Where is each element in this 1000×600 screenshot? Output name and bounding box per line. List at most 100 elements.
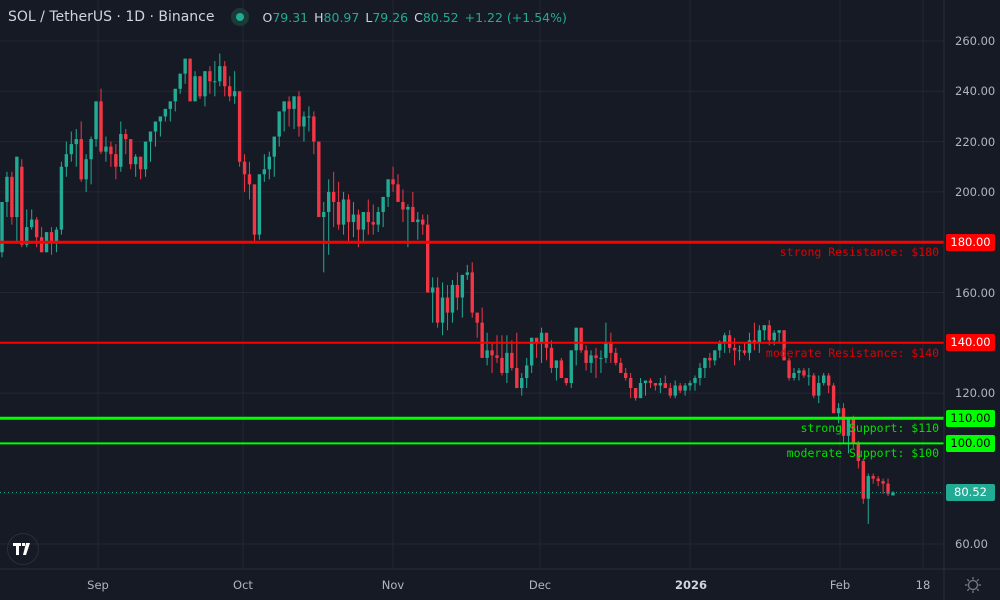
candle (277, 111, 281, 147)
candle (520, 372, 524, 396)
candle (435, 277, 440, 328)
time-tick-label: Nov (381, 578, 405, 592)
candle (510, 340, 514, 371)
candle (69, 131, 73, 162)
candle (876, 476, 880, 487)
symbol-title[interactable]: SOL / TetherUS · 1D · Binance (8, 9, 215, 25)
price-tick-label: 160.00 (955, 285, 996, 300)
open-key: O (262, 9, 273, 25)
candle (534, 337, 539, 358)
candle (302, 111, 306, 142)
candle (10, 171, 14, 225)
ohlc-values: O79.31 H80.97 L79.26 C80.52 +1.22 (+1.54… (263, 10, 567, 25)
candle (455, 272, 460, 311)
candle (84, 154, 88, 192)
price-tick-label: 60.00 (955, 537, 988, 551)
candle (658, 378, 663, 394)
candle (782, 330, 786, 361)
candle (0, 201, 4, 258)
candle (470, 262, 474, 318)
candle (272, 136, 276, 177)
candle (445, 284, 450, 331)
candle (579, 327, 583, 353)
low-key: L (365, 9, 373, 25)
candle (341, 191, 346, 235)
candle (39, 227, 44, 253)
candle (569, 350, 573, 389)
candle (599, 350, 603, 373)
candle (79, 121, 83, 182)
candle (351, 201, 356, 238)
candle (638, 378, 643, 399)
candle (762, 325, 766, 341)
high-key: H (314, 9, 324, 25)
candle (297, 91, 301, 137)
candle (59, 161, 64, 235)
candle (292, 96, 296, 130)
candle (737, 345, 742, 361)
candle (703, 357, 707, 379)
candle (807, 367, 811, 386)
candle (262, 154, 267, 182)
candle (752, 322, 757, 351)
candle (228, 76, 232, 102)
candle (143, 141, 148, 177)
candle (173, 88, 177, 112)
candle (5, 171, 9, 218)
time-tick-label: Oct (233, 578, 253, 592)
high-value: 80.97 (323, 9, 360, 25)
candle (673, 380, 677, 399)
candle (401, 189, 405, 223)
candle (480, 307, 484, 358)
candle (336, 181, 341, 230)
candle (198, 76, 202, 99)
candle (826, 372, 831, 394)
last-price-badge: 80.52 (946, 483, 995, 501)
moderate-resistance-badge: 140.00 (946, 334, 995, 352)
strong-resistance-label: strong Resistance: $180 (779, 245, 939, 260)
settings-gear-icon[interactable] (964, 576, 982, 594)
price-tick-label: 240.00 (955, 84, 996, 99)
candle (792, 367, 796, 381)
time-tick-label: Feb (829, 578, 851, 592)
horizontal-levels (0, 240, 944, 445)
candle (99, 88, 103, 155)
candle (188, 58, 192, 102)
low-value: 79.26 (372, 9, 409, 25)
candle (242, 154, 247, 192)
candle (163, 108, 168, 122)
candle (346, 194, 351, 243)
candle (747, 332, 752, 361)
candle (713, 350, 717, 366)
candle (624, 367, 628, 381)
candle (426, 214, 430, 293)
candle (361, 212, 366, 243)
candle (193, 71, 197, 102)
close-value: 80.52 (422, 9, 459, 25)
candle (371, 204, 375, 235)
moderate-support-label: moderate Support: $100 (786, 446, 939, 461)
candle (376, 206, 380, 233)
tradingview-logo-icon[interactable] (7, 533, 39, 565)
candle (153, 121, 158, 147)
candle (559, 357, 564, 379)
candle (257, 174, 262, 240)
candle (114, 144, 118, 180)
candle (861, 458, 865, 504)
moderate-support-badge: 100.00 (946, 434, 995, 452)
close-key: C (414, 9, 423, 25)
candle (564, 378, 568, 386)
candle (430, 277, 435, 323)
candle (589, 350, 593, 373)
candle (237, 91, 242, 167)
candle (94, 101, 98, 147)
candle (767, 320, 771, 346)
candle (614, 347, 618, 366)
candle (15, 156, 19, 243)
candle (252, 184, 257, 243)
candle (317, 141, 321, 218)
market-status-icon (230, 8, 249, 26)
candle (757, 325, 762, 353)
candle (138, 156, 143, 180)
